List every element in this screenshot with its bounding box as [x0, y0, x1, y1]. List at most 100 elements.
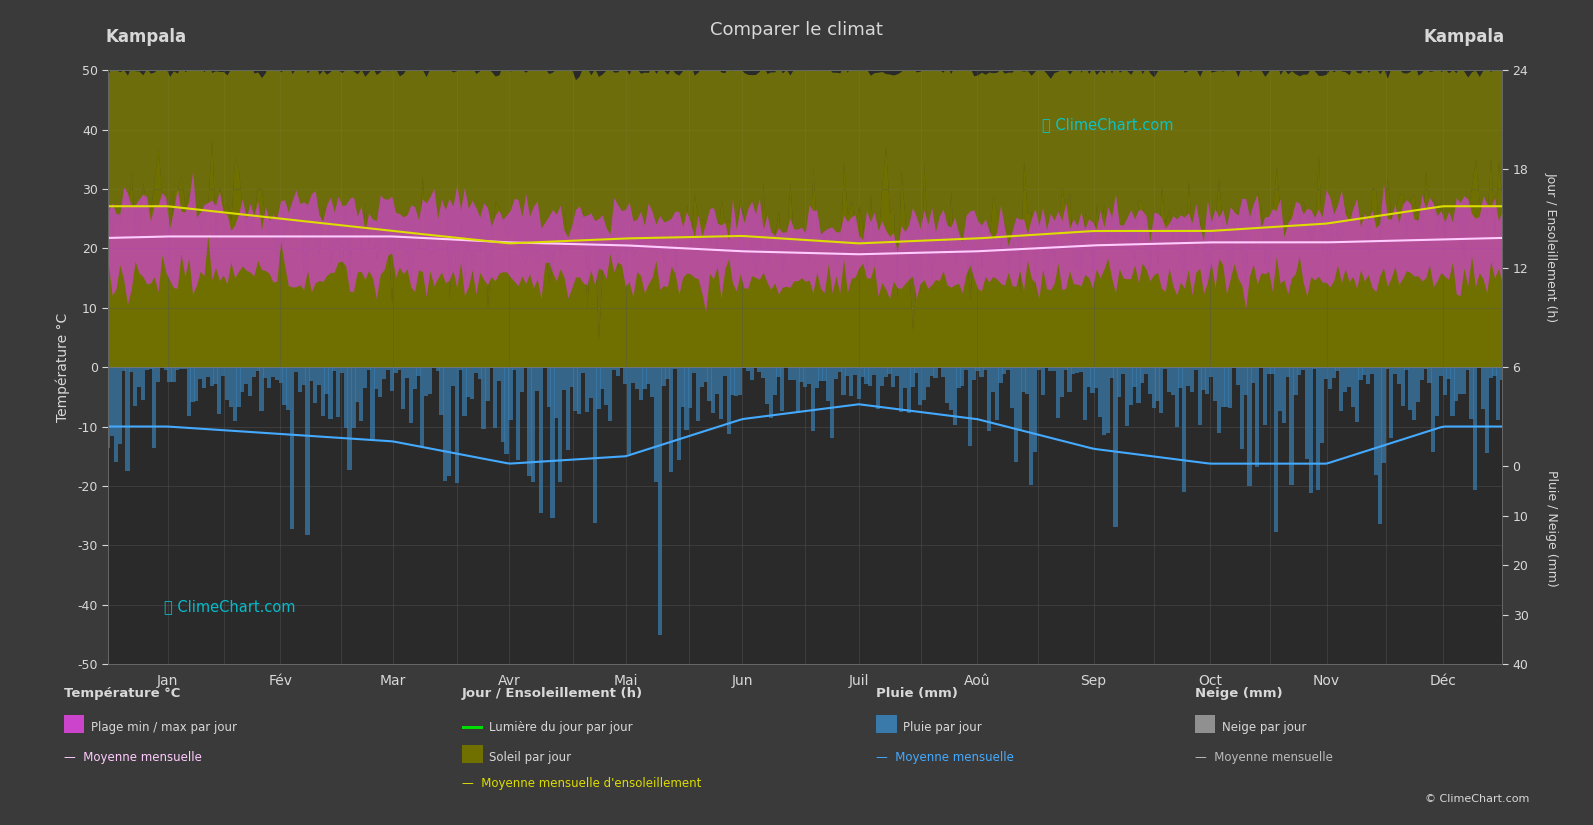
- Bar: [167, 367, 172, 382]
- Bar: [658, 367, 661, 634]
- Bar: [811, 367, 816, 431]
- Bar: [339, 367, 344, 373]
- Bar: [1102, 367, 1106, 436]
- Bar: [1129, 367, 1133, 404]
- Bar: [814, 367, 819, 389]
- Bar: [933, 367, 938, 378]
- Bar: [1163, 367, 1168, 370]
- Bar: [988, 367, 991, 431]
- Bar: [1187, 367, 1190, 386]
- Text: Plage min / max par jour: Plage min / max par jour: [91, 721, 237, 734]
- Bar: [1289, 367, 1294, 485]
- Bar: [229, 367, 233, 407]
- Bar: [1236, 367, 1239, 385]
- Bar: [1386, 367, 1389, 369]
- Bar: [742, 367, 746, 368]
- Bar: [413, 367, 417, 389]
- Bar: [822, 367, 827, 381]
- Bar: [650, 367, 655, 397]
- Bar: [953, 367, 957, 425]
- Text: —  Moyenne mensuelle d'ensoleillement: — Moyenne mensuelle d'ensoleillement: [462, 777, 701, 790]
- Bar: [1362, 367, 1367, 375]
- Bar: [1029, 367, 1034, 485]
- Bar: [1348, 367, 1351, 387]
- Bar: [841, 367, 846, 394]
- Bar: [969, 367, 972, 446]
- Bar: [1286, 367, 1290, 377]
- Bar: [890, 367, 895, 387]
- Bar: [244, 367, 249, 384]
- Bar: [819, 367, 822, 381]
- Bar: [172, 367, 175, 382]
- Bar: [852, 367, 857, 375]
- Bar: [1367, 367, 1370, 384]
- Bar: [707, 367, 712, 401]
- Bar: [344, 367, 347, 428]
- Bar: [249, 367, 252, 396]
- Bar: [972, 367, 977, 380]
- Bar: [1152, 367, 1157, 408]
- Bar: [691, 367, 696, 373]
- Text: Neige (mm): Neige (mm): [1195, 687, 1282, 700]
- Bar: [481, 367, 486, 429]
- Bar: [723, 367, 726, 376]
- Bar: [922, 367, 926, 400]
- Bar: [535, 367, 540, 391]
- Bar: [945, 367, 949, 403]
- Bar: [1190, 367, 1195, 392]
- Bar: [1117, 367, 1121, 397]
- Bar: [183, 367, 186, 370]
- Bar: [1332, 367, 1337, 378]
- Bar: [1321, 367, 1324, 443]
- Bar: [312, 367, 317, 403]
- Bar: [390, 367, 393, 391]
- Text: Kampala: Kampala: [105, 28, 186, 46]
- Bar: [268, 367, 271, 388]
- Bar: [1481, 367, 1485, 409]
- Bar: [1488, 367, 1493, 378]
- Bar: [731, 367, 734, 395]
- Text: Kampala: Kampala: [1424, 28, 1505, 46]
- Bar: [301, 367, 306, 384]
- Bar: [906, 367, 911, 412]
- Bar: [961, 367, 964, 386]
- Bar: [429, 367, 432, 394]
- Bar: [991, 367, 996, 392]
- Bar: [148, 367, 153, 369]
- Bar: [1305, 367, 1309, 459]
- Bar: [1373, 367, 1378, 475]
- Bar: [750, 367, 753, 380]
- Bar: [857, 367, 860, 399]
- Bar: [260, 367, 263, 411]
- Bar: [1450, 367, 1454, 416]
- Bar: [1408, 367, 1413, 410]
- Bar: [551, 367, 554, 518]
- Bar: [140, 367, 145, 400]
- Bar: [1381, 367, 1386, 463]
- Bar: [210, 367, 213, 386]
- Bar: [980, 367, 983, 377]
- Bar: [1106, 367, 1110, 433]
- Bar: [949, 367, 953, 409]
- Bar: [1098, 367, 1102, 417]
- Bar: [581, 367, 585, 373]
- Bar: [191, 367, 194, 403]
- Bar: [914, 367, 919, 373]
- Bar: [1496, 367, 1501, 420]
- Bar: [800, 367, 803, 383]
- Bar: [846, 367, 849, 376]
- Bar: [374, 367, 379, 389]
- Bar: [371, 367, 374, 439]
- Bar: [393, 367, 398, 374]
- Bar: [930, 367, 933, 376]
- Bar: [532, 367, 535, 482]
- Bar: [282, 367, 287, 405]
- Bar: [317, 367, 322, 384]
- Bar: [994, 367, 999, 421]
- Bar: [1171, 367, 1176, 395]
- Bar: [1133, 367, 1137, 387]
- Bar: [467, 367, 470, 398]
- Text: © ClimeChart.com: © ClimeChart.com: [1424, 794, 1529, 804]
- Bar: [186, 367, 191, 416]
- Bar: [781, 367, 784, 412]
